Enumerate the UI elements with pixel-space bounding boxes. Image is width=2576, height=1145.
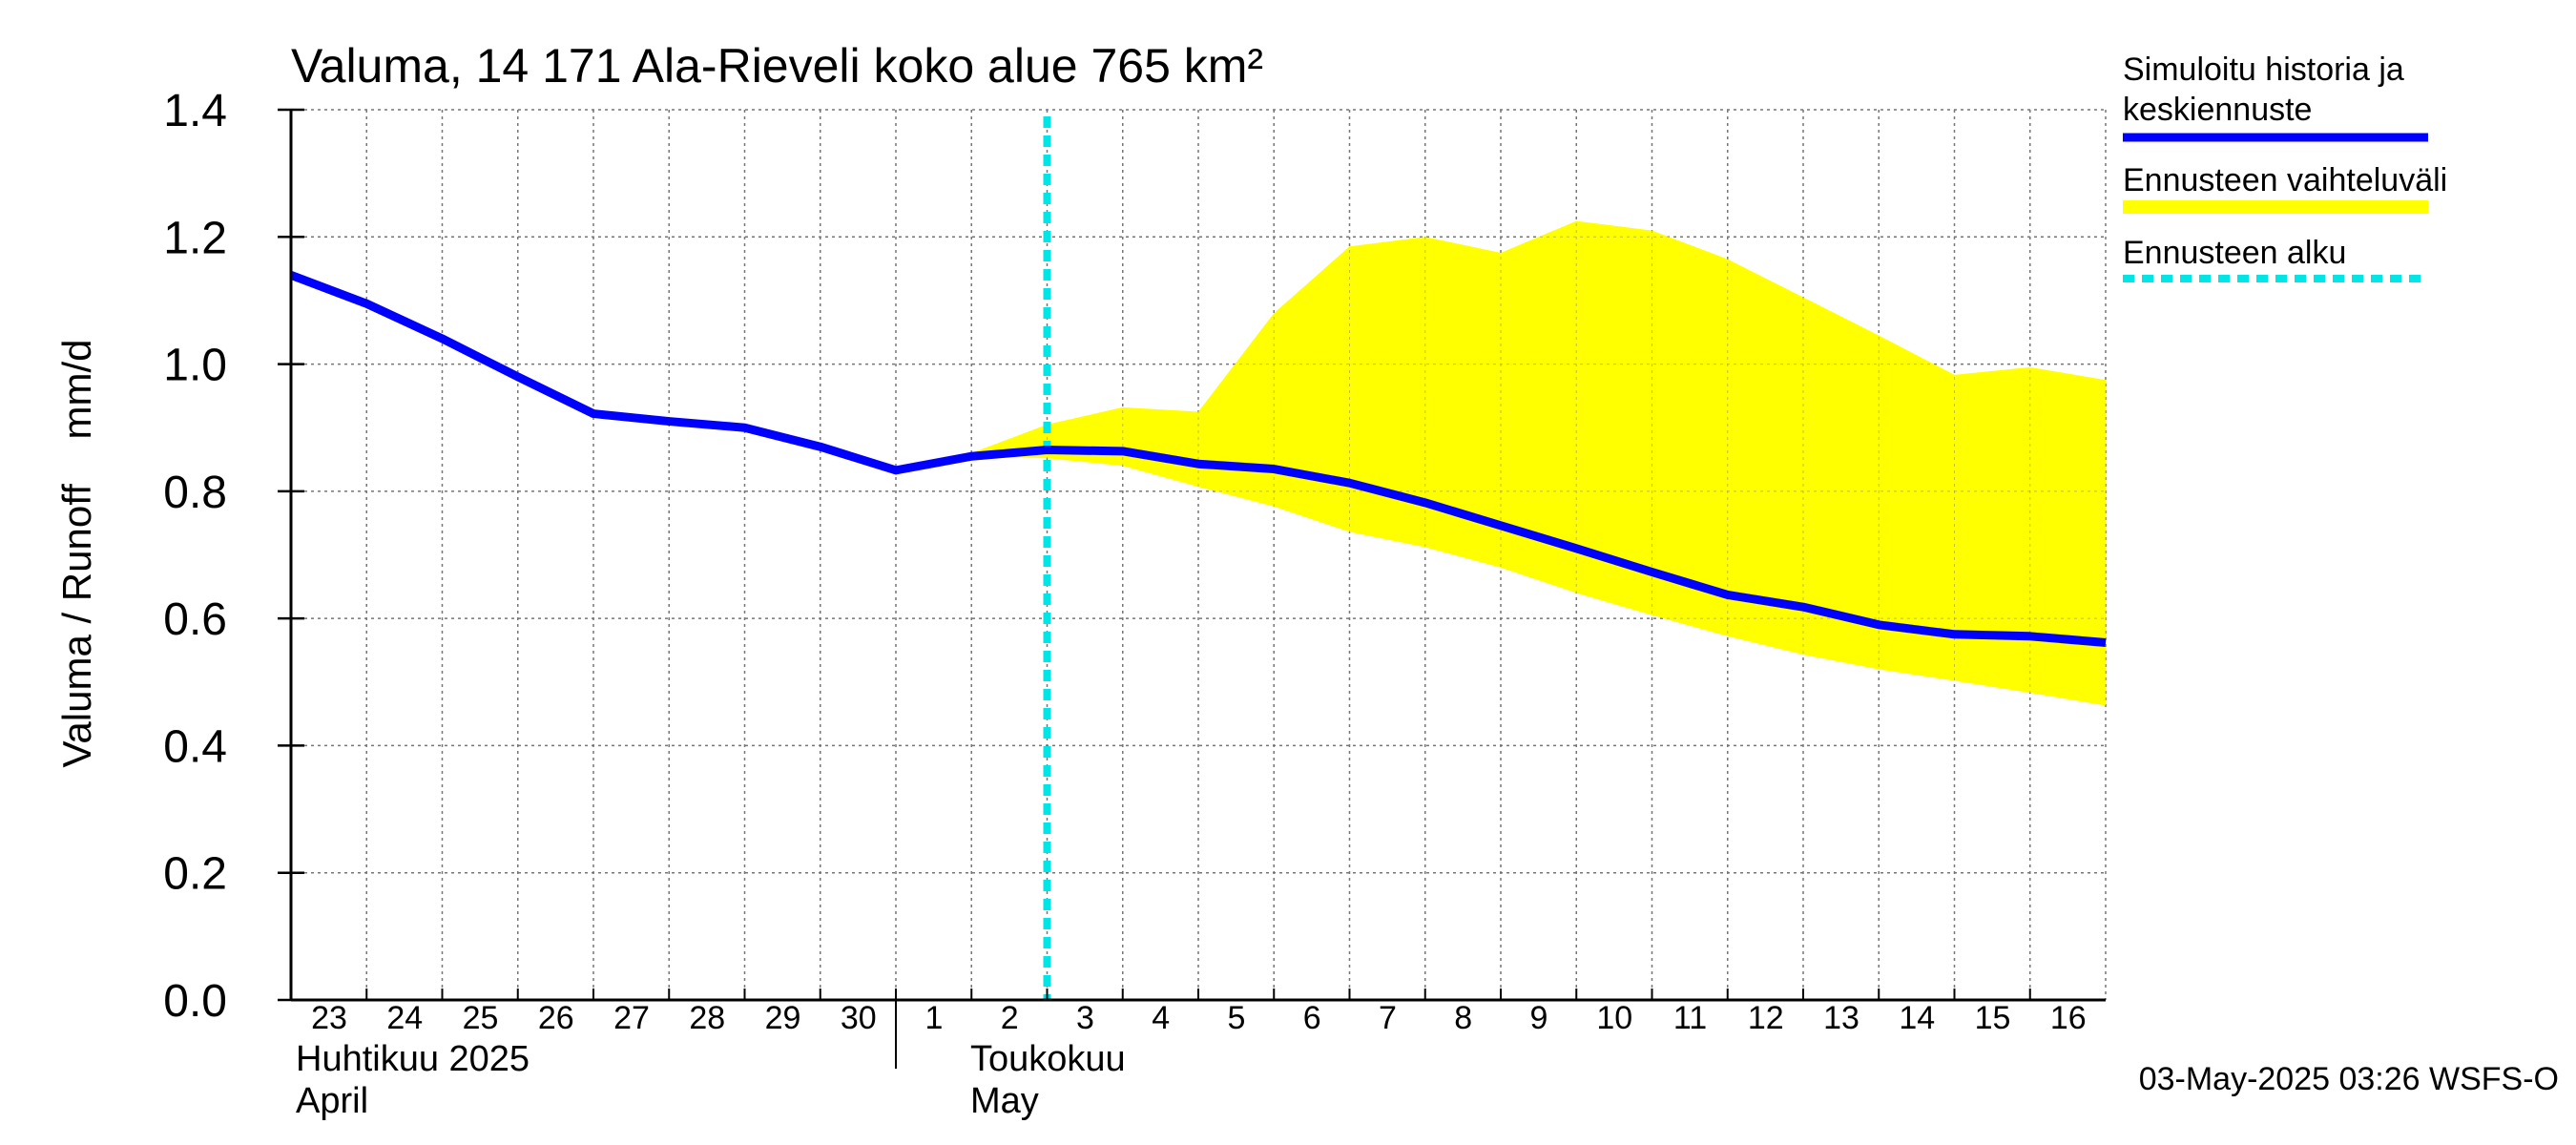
x-tick-label: 30 [841,1000,877,1036]
x-tick-label: 6 [1303,1000,1321,1036]
forecast-range-area [971,220,2106,706]
axes: 0.00.20.40.60.81.01.21.423 24 25 26 27 28 29 30… [163,86,2106,1121]
forecast-range-band [971,220,2106,706]
x-tick-label: 26 [538,1000,574,1036]
x-tick-label: 25 [463,1000,499,1036]
legend-label-simulated: Simuloitu historia ja [2123,52,2404,88]
month-label: Toukokuu [970,1039,1126,1079]
x-tick-label: 5 [1228,1000,1246,1036]
y-tick-label: 1.0 [163,341,227,391]
x-tick-label: 23 [311,1000,347,1036]
x-tick-label: 2 [1001,1000,1019,1036]
y-axis-label: Valuma / Runoff mm/d [54,340,99,768]
series-lines [289,116,2107,1000]
x-tick-label: 28 [689,1000,725,1036]
series-line-simulated [289,271,2107,647]
x-tick-label: 15 [1975,1000,2011,1036]
timestamp-footer: 03-May-2025 03:26 WSFS-O [2139,1061,2559,1097]
x-tick-label: 9 [1530,1000,1548,1036]
x-tick-label: 1 [925,1000,944,1036]
legend-swatch-range [2123,200,2428,214]
y-tick-label: 1.2 [163,213,227,263]
y-tick-label: 1.4 [163,86,227,136]
y-tick-label: 0.0 [163,976,227,1027]
x-tick-label: 12 [1748,1000,1784,1036]
y-tick-label: 0.4 [163,721,227,772]
x-tick-label: 8 [1454,1000,1472,1036]
x-tick-label: 13 [1823,1000,1859,1036]
x-tick-label: 14 [1899,1000,1935,1036]
x-tick-label: 7 [1379,1000,1397,1036]
month-label-en: May [970,1081,1039,1121]
legend-label-range: Ennusteen vaihteluväli [2123,162,2447,198]
x-tick-label: 16 [2050,1000,2087,1036]
month-label-en: April [296,1081,368,1121]
legend-label-simulated-2: keskiennuste [2123,92,2312,128]
legend-label-forecast-start: Ennusteen alku [2123,235,2346,271]
x-tick-label: 4 [1152,1000,1170,1036]
y-tick-label: 0.6 [163,594,227,645]
x-tick-label: 29 [765,1000,801,1036]
x-tick-label: 24 [386,1000,423,1036]
x-tick-label: 10 [1596,1000,1632,1036]
chart-title: Valuma, 14 171 Ala-Rieveli koko alue 765… [291,39,1263,93]
legend: Simuloitu historia ja keskiennuste Ennuste… [2123,52,2447,282]
y-tick-label: 0.2 [163,849,227,900]
grid-overlay [290,109,2107,1001]
month-label: Huhtikuu 2025 [296,1039,530,1079]
x-tick-label: 27 [613,1000,650,1036]
x-tick-label: 3 [1076,1000,1094,1036]
x-tick-label: 11 [1673,1000,1707,1036]
y-tick-label: 0.8 [163,468,227,518]
